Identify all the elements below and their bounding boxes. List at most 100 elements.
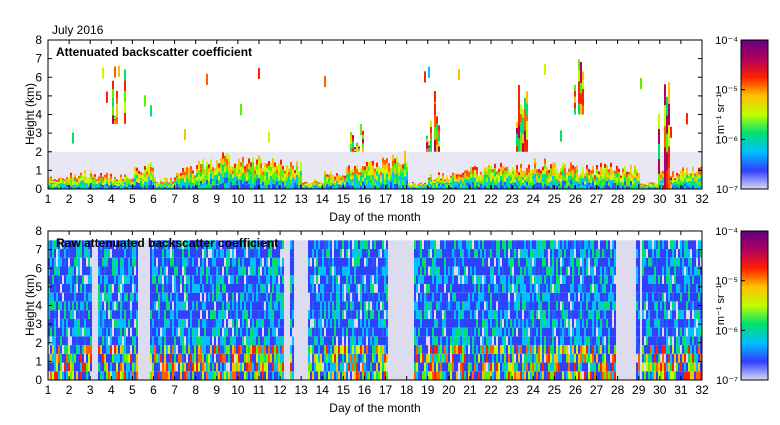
backscatter-cell bbox=[60, 181, 62, 183]
raw-backscatter-cell bbox=[268, 345, 270, 354]
raw-backscatter-cell bbox=[130, 284, 132, 293]
raw-backscatter-cell bbox=[310, 240, 312, 249]
backscatter-cell bbox=[494, 164, 496, 168]
backscatter-cell bbox=[528, 169, 530, 173]
raw-backscatter-cell bbox=[88, 328, 90, 337]
backscatter-cell bbox=[618, 169, 620, 172]
backscatter-cell bbox=[326, 174, 328, 176]
raw-backscatter-cell bbox=[186, 336, 188, 345]
backscatter-cell bbox=[258, 178, 260, 184]
backscatter-cell bbox=[212, 171, 214, 175]
raw-backscatter-cell bbox=[276, 319, 278, 328]
raw-backscatter-cell bbox=[324, 293, 326, 302]
backscatter-cell bbox=[208, 168, 210, 172]
raw-backscatter-cell bbox=[246, 345, 248, 354]
backscatter-cell bbox=[412, 187, 414, 188]
raw-backscatter-cell bbox=[254, 275, 256, 284]
haze-cell bbox=[330, 152, 332, 171]
haze-cell bbox=[672, 152, 674, 171]
haze-cell bbox=[372, 152, 374, 161]
raw-backscatter-cell bbox=[270, 371, 272, 380]
raw-backscatter-cell bbox=[312, 267, 314, 276]
raw-backscatter-cell bbox=[196, 267, 198, 276]
backscatter-cell bbox=[110, 176, 112, 179]
backscatter-cell bbox=[334, 183, 336, 185]
raw-backscatter-cell bbox=[202, 310, 204, 319]
backscatter-cell bbox=[486, 174, 488, 178]
raw-backscatter-cell bbox=[290, 354, 292, 363]
raw-backscatter-cell bbox=[230, 258, 232, 267]
backscatter-cell bbox=[610, 176, 612, 180]
raw-backscatter-cell bbox=[278, 328, 280, 337]
backscatter-cell bbox=[100, 178, 102, 181]
raw-backscatter-cell bbox=[226, 363, 228, 372]
raw-backscatter-cell bbox=[376, 310, 378, 319]
backscatter-cell bbox=[298, 180, 300, 183]
raw-backscatter-cell bbox=[106, 319, 108, 328]
raw-backscatter-cell bbox=[178, 267, 180, 276]
backscatter-cell bbox=[62, 178, 64, 180]
raw-backscatter-cell bbox=[240, 301, 242, 310]
backscatter-cell bbox=[372, 180, 374, 185]
raw-backscatter-cell bbox=[348, 336, 350, 345]
raw-backscatter-cell bbox=[78, 267, 80, 276]
raw-backscatter-cell bbox=[222, 328, 224, 337]
backscatter-cell bbox=[248, 164, 250, 169]
raw-backscatter-cell bbox=[378, 345, 380, 354]
raw-backscatter-cell bbox=[356, 275, 358, 284]
raw-backscatter-cell bbox=[252, 284, 254, 293]
cloud-cell bbox=[362, 143, 364, 147]
raw-backscatter-cell bbox=[322, 345, 324, 354]
backscatter-cell bbox=[556, 169, 558, 172]
raw-backscatter-cell bbox=[102, 301, 104, 310]
haze-cell bbox=[636, 152, 638, 170]
backscatter-cell bbox=[202, 184, 204, 189]
backscatter-cell bbox=[330, 180, 332, 183]
backscatter-cell bbox=[446, 180, 448, 182]
raw-backscatter-cell bbox=[162, 328, 164, 337]
backscatter-cell bbox=[160, 184, 162, 186]
backscatter-cell bbox=[618, 172, 620, 175]
raw-backscatter-cell bbox=[212, 310, 214, 319]
raw-backscatter-cell bbox=[310, 363, 312, 372]
backscatter-cell bbox=[414, 185, 416, 186]
haze-cell bbox=[594, 152, 596, 175]
backscatter-cell bbox=[464, 180, 466, 183]
backscatter-cell bbox=[150, 176, 152, 180]
raw-backscatter-cell bbox=[342, 301, 344, 310]
backscatter-cell bbox=[326, 184, 328, 186]
raw-backscatter-cell bbox=[312, 284, 314, 293]
raw-backscatter-cell bbox=[222, 345, 224, 354]
raw-backscatter-cell bbox=[380, 301, 382, 310]
raw-backscatter-cell bbox=[224, 319, 226, 328]
raw-backscatter-cell bbox=[116, 293, 118, 302]
backscatter-cell bbox=[476, 174, 478, 178]
backscatter-cell bbox=[590, 180, 592, 183]
raw-backscatter-cell bbox=[160, 363, 162, 372]
backscatter-cell bbox=[428, 181, 430, 183]
raw-backscatter-cell bbox=[178, 301, 180, 310]
backscatter-cell bbox=[632, 181, 634, 184]
raw-backscatter-cell bbox=[362, 293, 364, 302]
raw-backscatter-cell bbox=[194, 249, 196, 258]
backscatter-cell bbox=[678, 179, 680, 181]
raw-backscatter-cell bbox=[190, 354, 192, 363]
raw-backscatter-cell bbox=[78, 293, 80, 302]
backscatter-cell bbox=[52, 183, 54, 185]
backscatter-cell bbox=[578, 178, 580, 180]
raw-backscatter-cell bbox=[108, 363, 110, 372]
raw-backscatter-cell bbox=[62, 319, 64, 328]
haze-cell bbox=[682, 152, 684, 168]
raw-backscatter-cell bbox=[162, 354, 164, 363]
backscatter-cell bbox=[446, 178, 448, 180]
backscatter-cell bbox=[584, 179, 586, 182]
raw-backscatter-cell bbox=[116, 363, 118, 372]
raw-backscatter-cell bbox=[166, 267, 168, 276]
raw-backscatter-cell bbox=[194, 267, 196, 276]
backscatter-cell bbox=[388, 185, 390, 189]
raw-backscatter-cell bbox=[190, 336, 192, 345]
backscatter-cell bbox=[184, 182, 186, 185]
raw-backscatter-cell bbox=[128, 336, 130, 345]
raw-backscatter-cell bbox=[348, 328, 350, 337]
raw-backscatter-cell bbox=[196, 336, 198, 345]
